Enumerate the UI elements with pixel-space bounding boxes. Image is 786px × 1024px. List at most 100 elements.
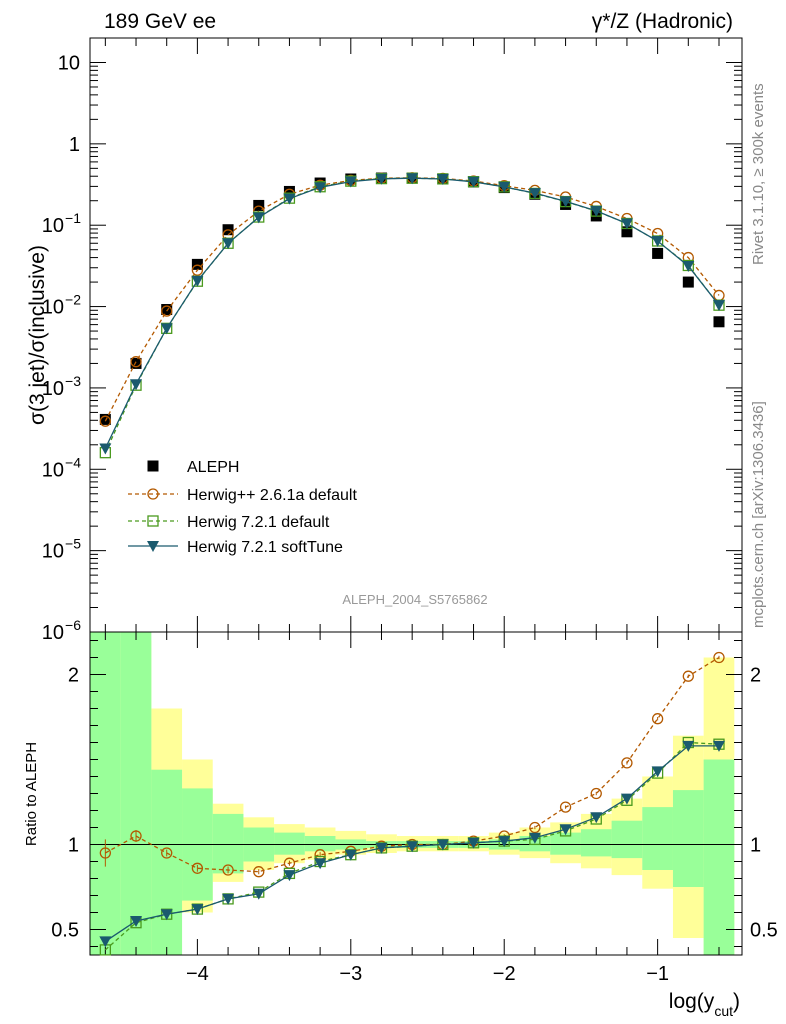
legend-item: Herwig++ 2.6.1a default bbox=[128, 487, 357, 504]
data-point bbox=[344, 176, 357, 188]
series-circle bbox=[99, 172, 725, 427]
ratio-point bbox=[252, 888, 265, 900]
data-point bbox=[528, 188, 541, 200]
ratio-point bbox=[559, 801, 572, 813]
ratio-point bbox=[651, 766, 664, 778]
legend: ALEPH Herwig++ 2.6.1a default Herwig 7.2.1… bbox=[128, 459, 357, 556]
ratio-point bbox=[160, 909, 173, 921]
x-tick-label: −4 bbox=[186, 963, 209, 985]
x-tick-label: −3 bbox=[339, 963, 362, 985]
ratio-point bbox=[314, 858, 327, 870]
data-point bbox=[590, 205, 603, 217]
ratio-point bbox=[99, 847, 111, 859]
series-triangle bbox=[99, 173, 725, 455]
ratio-point bbox=[529, 821, 541, 834]
ratio-point bbox=[528, 832, 541, 844]
ratio-point bbox=[713, 651, 725, 664]
ratio-point bbox=[283, 870, 296, 882]
ratio-band-green-bin bbox=[580, 829, 612, 857]
ratio-y-ticks: 0.5 0.5 1 1 2 2 bbox=[51, 640, 778, 947]
rivet-version-label: Rivet 3.1.10, ≥ 300k events bbox=[750, 83, 767, 265]
ratio-point bbox=[651, 713, 664, 725]
ratio-point bbox=[682, 740, 695, 752]
data-point bbox=[283, 185, 295, 197]
legend-marker bbox=[147, 515, 159, 527]
y-tick-label: 10−3 bbox=[42, 373, 81, 400]
ratio-point bbox=[130, 916, 143, 927]
series-square bbox=[99, 172, 725, 459]
data-point bbox=[651, 235, 664, 247]
data-point bbox=[161, 304, 173, 316]
data-point bbox=[713, 316, 725, 328]
ratio-point bbox=[161, 847, 173, 859]
analysis-watermark: ALEPH_2004_S5765862 bbox=[342, 592, 487, 607]
data-point bbox=[283, 193, 296, 205]
ratio-band-green-bin bbox=[611, 820, 643, 859]
data-point bbox=[191, 258, 203, 270]
ratio-tick-label-left: 0.5 bbox=[51, 920, 79, 942]
data-point bbox=[682, 261, 695, 273]
ratio-point bbox=[436, 839, 449, 851]
data-point bbox=[620, 218, 633, 230]
data-point bbox=[99, 443, 112, 455]
series-layer bbox=[99, 172, 725, 459]
ratio-band-green-bin bbox=[120, 632, 152, 955]
legend-item: Herwig 7.2.1 softTune bbox=[128, 539, 343, 556]
ratio-point bbox=[344, 849, 357, 861]
ratio-point bbox=[559, 824, 572, 836]
ratio-point bbox=[130, 830, 142, 842]
y-tick-label: 10−1 bbox=[42, 210, 81, 237]
main-y-ticks: 10−6 10−5 10−4 10−3 10−2 10−1 1 10 bbox=[42, 37, 742, 644]
data-point bbox=[436, 173, 449, 185]
ratio-point bbox=[621, 757, 633, 769]
data-point bbox=[621, 226, 633, 238]
ratio-tick-label-left: 1 bbox=[68, 835, 79, 857]
data-point bbox=[130, 357, 142, 369]
legend-item: Herwig 7.2.1 default bbox=[128, 514, 330, 531]
ratio-band-green-bin bbox=[274, 832, 305, 855]
legend-label: ALEPH bbox=[187, 459, 239, 476]
y-tick-label: 10−6 bbox=[42, 617, 81, 644]
ratio-point bbox=[406, 841, 419, 853]
legend-label: Herwig++ 2.6.1a default bbox=[187, 487, 357, 504]
y-tick-label: 1 bbox=[69, 134, 80, 156]
ratio-series-triangle bbox=[99, 740, 725, 948]
ratio-point bbox=[191, 862, 204, 874]
ratio-point bbox=[712, 740, 725, 752]
ratio-band-green-bin bbox=[703, 759, 735, 955]
header-left: 189 GeV ee bbox=[104, 10, 216, 33]
data-point bbox=[314, 182, 327, 194]
data-point bbox=[712, 300, 725, 312]
data-point bbox=[161, 305, 173, 317]
mcplots-label: mcplots.cern.ch [arXiv:1306.3436] bbox=[750, 401, 767, 628]
x-axis-label: log(ycut) bbox=[669, 990, 740, 1019]
y-tick-label: 10 bbox=[58, 52, 80, 74]
ratio-band-green-bin bbox=[672, 790, 704, 887]
ratio-band-green-bin bbox=[212, 813, 244, 874]
data-point bbox=[559, 196, 572, 208]
data-point bbox=[99, 413, 111, 425]
data-point bbox=[252, 212, 265, 224]
data-point bbox=[253, 199, 265, 211]
ratio-point bbox=[467, 837, 480, 849]
legend-marker bbox=[147, 460, 159, 472]
ratio-point bbox=[375, 842, 388, 854]
y-tick-label: 10−5 bbox=[42, 536, 81, 563]
ratio-point bbox=[498, 836, 511, 848]
ratio-point bbox=[99, 936, 112, 948]
data-point bbox=[191, 264, 204, 276]
x-tick-label: −1 bbox=[646, 963, 669, 985]
y-tick-label: 10−2 bbox=[42, 292, 81, 319]
data-point bbox=[682, 276, 694, 288]
data-point bbox=[130, 379, 143, 391]
data-point bbox=[99, 415, 111, 427]
data-point bbox=[467, 176, 480, 188]
legend-item: ALEPH bbox=[147, 459, 239, 476]
ratio-band-green-bin bbox=[642, 807, 673, 870]
ratio-band-green-bin bbox=[151, 769, 183, 955]
data-point bbox=[713, 289, 725, 302]
ratio-point bbox=[590, 812, 603, 824]
ratio-band-green-bin bbox=[304, 836, 336, 852]
ratio-tick-label-right: 1 bbox=[750, 835, 761, 857]
